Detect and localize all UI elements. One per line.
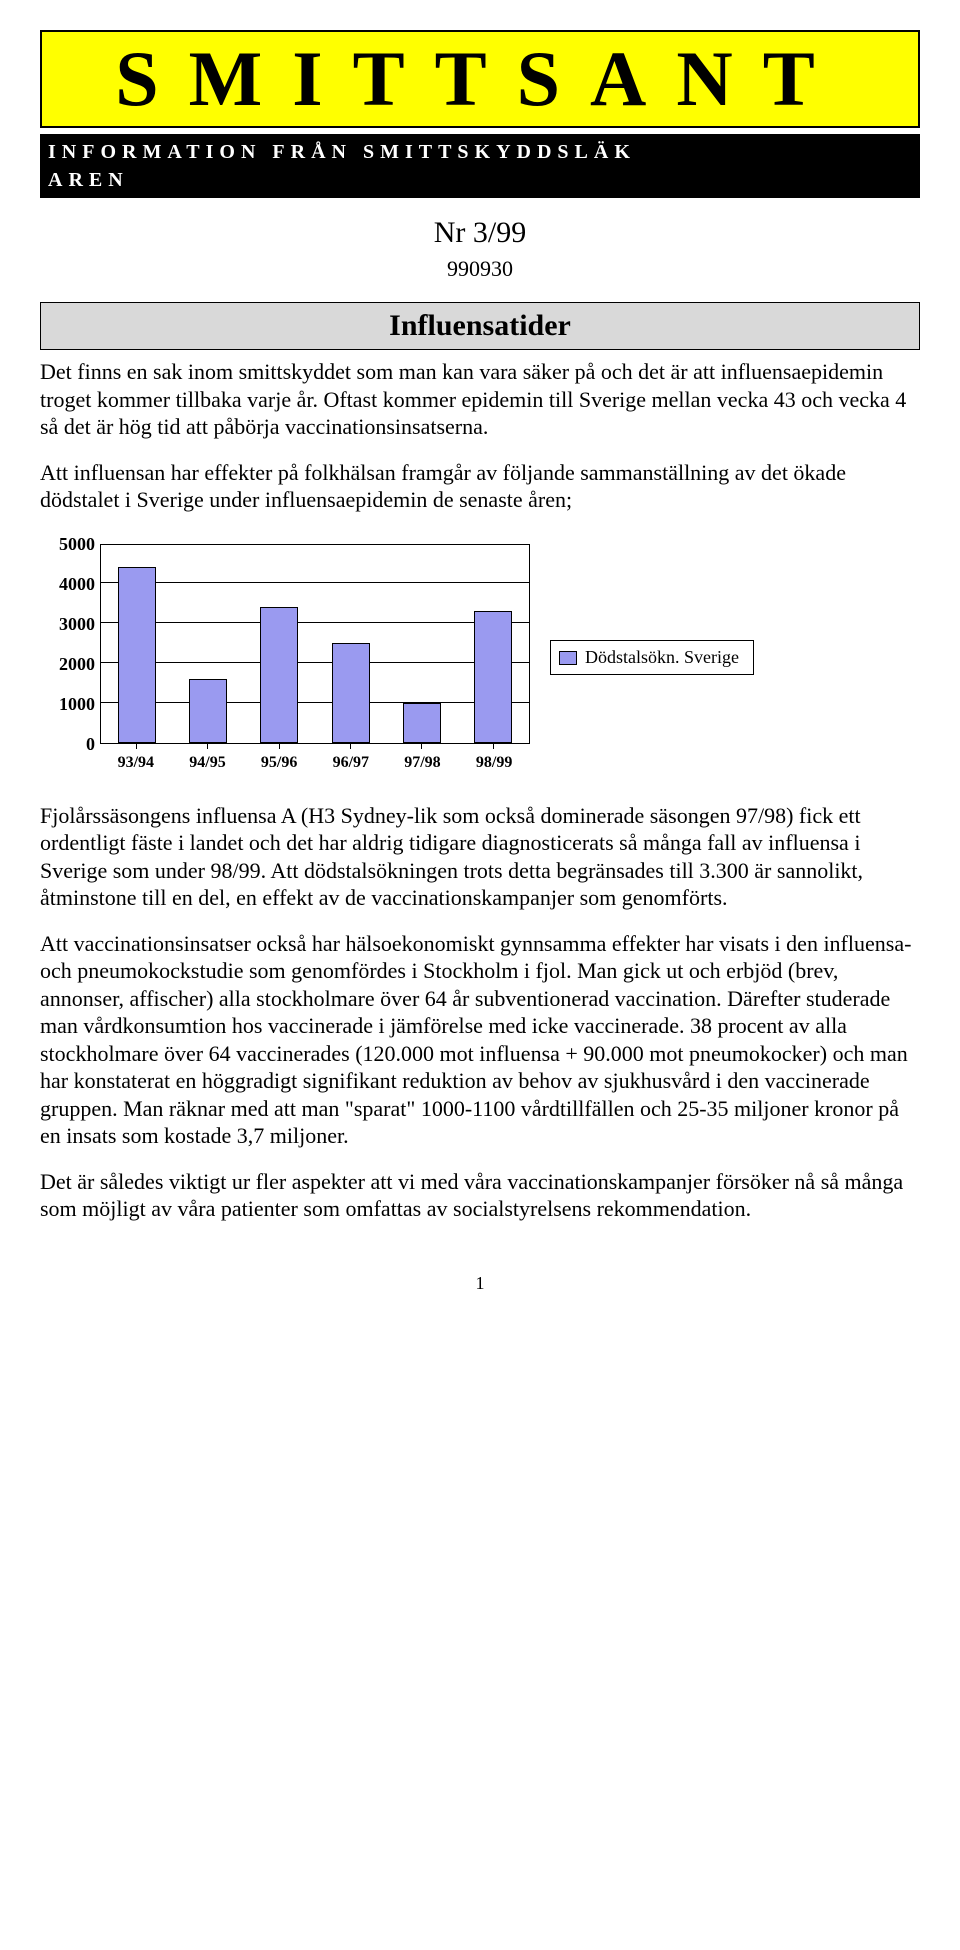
- x-tick-label: 93/94: [107, 754, 165, 772]
- paragraph-4: Att vaccinationsinsatser också har hälso…: [40, 930, 920, 1150]
- issue-date: 990930: [40, 256, 920, 282]
- legend-swatch: [559, 651, 577, 665]
- page-number: 1: [40, 1273, 920, 1294]
- section-header: Influensatider: [40, 302, 920, 350]
- subtitle-line1: INFORMATION FRÅN SMITTSKYDDSLÄK: [48, 138, 912, 166]
- title-banner: SMITTSANT: [40, 30, 920, 128]
- x-tick-label: 97/98: [393, 754, 451, 772]
- x-tick-label: 95/96: [250, 754, 308, 772]
- chart-bar: [474, 611, 512, 743]
- x-axis: 93/94 94/95 95/96 96/97 97/98 98/99: [100, 754, 530, 772]
- x-tick-label: 98/99: [465, 754, 523, 772]
- paragraph-1: Det finns en sak inom smittskyddet som m…: [40, 358, 920, 441]
- chart-bar: [118, 567, 156, 743]
- x-tick-label: 94/95: [178, 754, 236, 772]
- bar-chart: 010002000300040005000 93/9494/9595/9696/…: [100, 544, 530, 772]
- legend-label: Dödstalsökn. Sverige: [585, 647, 739, 668]
- chart-bar: [189, 679, 227, 743]
- y-axis: 010002000300040005000: [40, 544, 95, 744]
- subtitle-bar: INFORMATION FRÅN SMITTSKYDDSLÄK AREN: [40, 134, 920, 198]
- chart-bar: [332, 643, 370, 743]
- issue-number: Nr 3/99: [40, 216, 920, 250]
- paragraph-3: Fjolårssäsongens influensa A (H3 Sydney-…: [40, 802, 920, 912]
- chart-container: 010002000300040005000 93/9494/9595/9696/…: [100, 544, 920, 772]
- paragraph-2: Att influensan har effekter på folkhälsa…: [40, 459, 920, 514]
- chart-plot-area: [100, 544, 530, 744]
- x-tick-marks: [101, 743, 529, 749]
- paragraph-5: Det är således viktigt ur fler aspekter …: [40, 1168, 920, 1223]
- chart-bars: [101, 545, 529, 743]
- subtitle-line2: AREN: [48, 166, 912, 194]
- chart-bar: [403, 703, 441, 743]
- x-tick-label: 96/97: [322, 754, 380, 772]
- chart-legend: Dödstalsökn. Sverige: [550, 640, 754, 675]
- chart-bar: [260, 607, 298, 743]
